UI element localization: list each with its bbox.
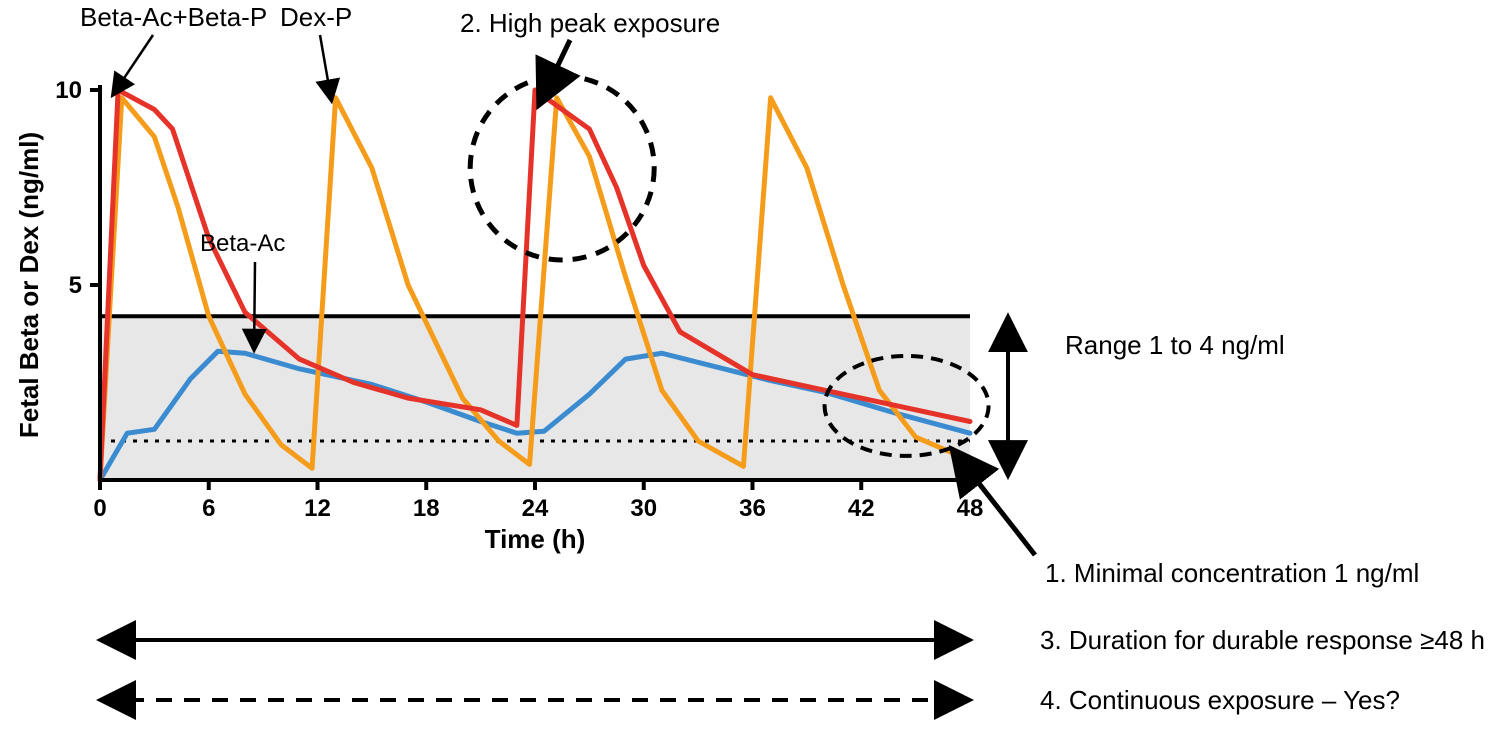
svg-text:18: 18 [413, 495, 440, 522]
svg-text:30: 30 [630, 495, 657, 522]
figure-root: 0 6 12 18 24 30 36 42 48 5 10 Time (h) Fetal Beta or… [0, 0, 1497, 739]
label-high-peak: 2. High peak exposure [460, 8, 720, 39]
svg-text:Time (h): Time (h) [485, 524, 586, 554]
svg-text:48: 48 [957, 495, 984, 522]
label-dex-p: Dex-P [280, 2, 352, 33]
svg-text:24: 24 [522, 495, 549, 522]
label-beta-combo: Beta-Ac+Beta-P [80, 2, 267, 33]
label-beta-ac: Beta-Ac [200, 230, 285, 258]
svg-text:10: 10 [55, 77, 82, 104]
svg-text:Fetal Beta or Dex (ng/ml): Fetal Beta or Dex (ng/ml) [14, 132, 44, 438]
label-duration: 3. Duration for durable response ≥48 h [1040, 625, 1485, 656]
label-minimal: 1. Minimal concentration 1 ng/ml [1045, 558, 1419, 589]
label-range: Range 1 to 4 ng/ml [1065, 330, 1285, 361]
svg-text:0: 0 [93, 495, 106, 522]
label-continuous: 4. Continuous exposure – Yes? [1040, 685, 1400, 716]
svg-text:6: 6 [202, 495, 215, 522]
svg-text:5: 5 [69, 272, 82, 299]
svg-text:42: 42 [848, 495, 875, 522]
svg-text:12: 12 [304, 495, 331, 522]
svg-text:36: 36 [739, 495, 766, 522]
